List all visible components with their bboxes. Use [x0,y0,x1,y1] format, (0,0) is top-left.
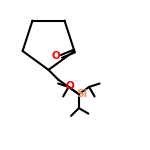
Text: O: O [51,51,60,61]
Text: O: O [66,81,74,91]
Text: Si: Si [76,89,87,99]
